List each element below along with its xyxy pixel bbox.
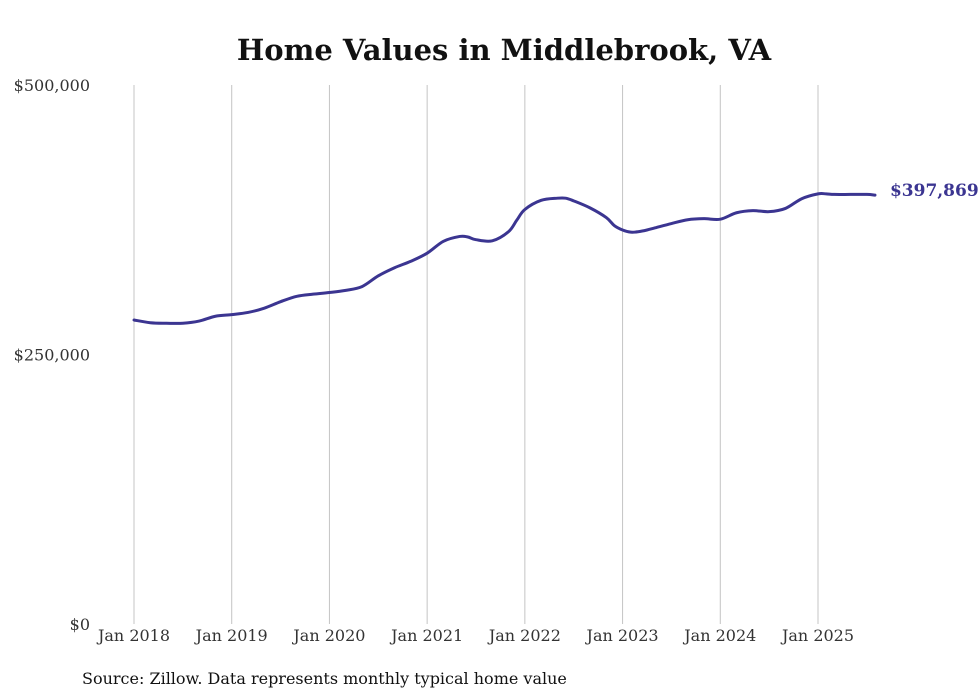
end-value-label: $397,869 [890, 181, 979, 201]
series-line [132, 192, 877, 325]
series-layer: $397,869 [132, 181, 979, 325]
gridlines [133, 85, 819, 624]
x-tick-label: Jan 2018 [96, 626, 170, 645]
y-axis-ticks: $0 $250,000 $500,000 [14, 76, 90, 634]
x-tick-label: Jan 2025 [780, 626, 854, 645]
x-tick-label: Jan 2021 [389, 626, 463, 645]
x-tick-label: Jan 2020 [291, 626, 365, 645]
source-note: Source: Zillow. Data represents monthly … [82, 669, 567, 688]
chart-title: Home Values in Middlebrook, VA [237, 33, 772, 67]
x-axis-ticks: Jan 2018 Jan 2019 Jan 2020 Jan 2021 Jan 2022… [96, 626, 854, 645]
x-tick-label: Jan 2023 [585, 626, 659, 645]
x-tick-label: Jan 2024 [682, 626, 756, 645]
x-tick-label: Jan 2022 [487, 626, 561, 645]
y-tick-label: $500,000 [14, 76, 90, 95]
y-tick-label: $250,000 [14, 346, 90, 365]
y-tick-label: $0 [70, 615, 90, 634]
x-tick-label: Jan 2019 [194, 626, 268, 645]
